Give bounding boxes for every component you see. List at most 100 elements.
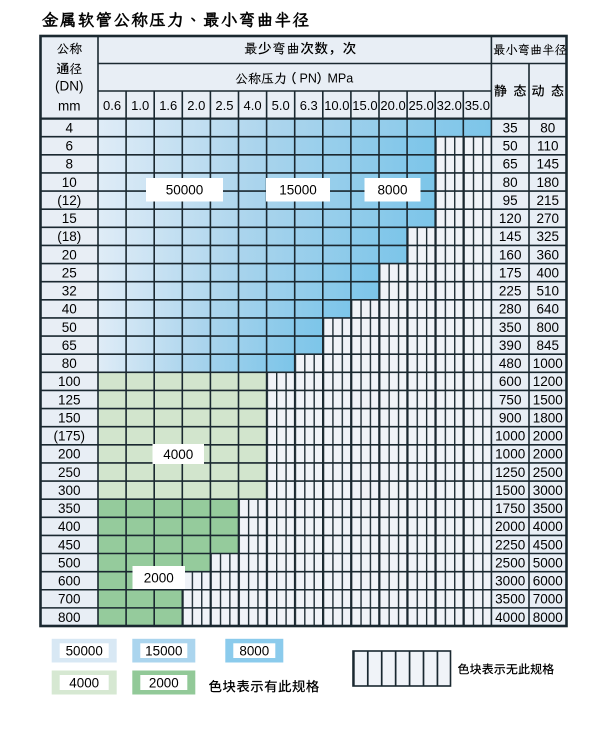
svg-text:20: 20 bbox=[62, 247, 77, 262]
svg-text:120: 120 bbox=[499, 211, 522, 226]
svg-text:1000: 1000 bbox=[533, 356, 563, 371]
svg-text:(DN): (DN) bbox=[55, 79, 84, 94]
svg-text:25.0: 25.0 bbox=[408, 98, 433, 113]
svg-text:180: 180 bbox=[536, 175, 559, 190]
svg-text:4500: 4500 bbox=[533, 537, 563, 552]
svg-text:1500: 1500 bbox=[495, 483, 525, 498]
svg-text:1.0: 1.0 bbox=[131, 98, 149, 113]
svg-text:2000: 2000 bbox=[495, 519, 525, 534]
svg-text:350: 350 bbox=[499, 320, 522, 335]
svg-text:15.0: 15.0 bbox=[352, 98, 377, 113]
svg-text:6: 6 bbox=[65, 139, 73, 154]
svg-text:900: 900 bbox=[499, 410, 522, 425]
svg-text:(12): (12) bbox=[57, 193, 81, 208]
svg-text:80: 80 bbox=[62, 356, 77, 371]
svg-text:110: 110 bbox=[537, 139, 559, 154]
svg-text:160: 160 bbox=[499, 247, 522, 262]
svg-text:8000: 8000 bbox=[377, 183, 407, 198]
svg-text:8000: 8000 bbox=[239, 643, 269, 658]
svg-text:215: 215 bbox=[536, 193, 559, 208]
svg-text:510: 510 bbox=[536, 284, 559, 299]
svg-text:0.6: 0.6 bbox=[103, 98, 121, 113]
svg-text:40: 40 bbox=[62, 302, 77, 317]
svg-text:4: 4 bbox=[65, 121, 73, 136]
svg-text:450: 450 bbox=[58, 537, 81, 552]
svg-text:15: 15 bbox=[62, 211, 77, 226]
svg-text:2.0: 2.0 bbox=[187, 98, 205, 113]
svg-text:20.0: 20.0 bbox=[380, 98, 405, 113]
svg-text:6000: 6000 bbox=[533, 574, 563, 589]
svg-text:1500: 1500 bbox=[533, 392, 563, 407]
svg-text:35: 35 bbox=[503, 121, 518, 136]
svg-text:80: 80 bbox=[540, 121, 555, 136]
svg-text:95: 95 bbox=[503, 193, 518, 208]
svg-text:360: 360 bbox=[536, 247, 559, 262]
svg-text:35.0: 35.0 bbox=[465, 98, 490, 113]
svg-text:3000: 3000 bbox=[533, 483, 563, 498]
svg-text:2000: 2000 bbox=[144, 570, 174, 585]
svg-text:145: 145 bbox=[536, 157, 559, 172]
svg-text:1.6: 1.6 bbox=[159, 98, 177, 113]
svg-text:2500: 2500 bbox=[533, 465, 563, 480]
svg-text:250: 250 bbox=[58, 465, 81, 480]
svg-text:390: 390 bbox=[499, 338, 522, 353]
svg-text:25: 25 bbox=[62, 265, 77, 280]
svg-text:5.0: 5.0 bbox=[272, 98, 290, 113]
svg-text:32.0: 32.0 bbox=[437, 98, 462, 113]
svg-text:3500: 3500 bbox=[495, 592, 525, 607]
svg-text:7000: 7000 bbox=[533, 592, 563, 607]
svg-text:4000: 4000 bbox=[533, 519, 563, 534]
svg-text:400: 400 bbox=[58, 519, 81, 534]
svg-text:270: 270 bbox=[536, 211, 559, 226]
svg-text:500: 500 bbox=[58, 555, 81, 570]
svg-text:6.3: 6.3 bbox=[300, 98, 318, 113]
svg-text:225: 225 bbox=[499, 284, 522, 299]
svg-text:2000: 2000 bbox=[533, 429, 563, 444]
svg-text:480: 480 bbox=[499, 356, 522, 371]
svg-text:600: 600 bbox=[499, 374, 522, 389]
svg-text:32: 32 bbox=[62, 284, 77, 299]
svg-text:8000: 8000 bbox=[533, 610, 563, 625]
svg-text:800: 800 bbox=[58, 610, 81, 625]
svg-text:10.0: 10.0 bbox=[324, 98, 349, 113]
svg-text:145: 145 bbox=[499, 229, 522, 244]
svg-text:750: 750 bbox=[499, 392, 522, 407]
svg-text:8: 8 bbox=[65, 157, 73, 172]
svg-text:MPa: MPa bbox=[328, 72, 354, 86]
svg-text:4.0: 4.0 bbox=[244, 98, 262, 113]
svg-text:150: 150 bbox=[58, 410, 81, 425]
svg-text:1750: 1750 bbox=[495, 501, 525, 516]
svg-text:100: 100 bbox=[58, 374, 81, 389]
svg-text:3000: 3000 bbox=[495, 574, 525, 589]
svg-text:350: 350 bbox=[58, 501, 81, 516]
svg-text:4000: 4000 bbox=[163, 447, 193, 462]
svg-text:640: 640 bbox=[536, 302, 559, 317]
svg-text:600: 600 bbox=[58, 574, 81, 589]
svg-text:15000: 15000 bbox=[145, 643, 182, 658]
svg-text:200: 200 bbox=[58, 447, 81, 462]
svg-text:(175): (175) bbox=[53, 429, 85, 444]
svg-text:2000: 2000 bbox=[533, 447, 563, 462]
svg-text:mm: mm bbox=[58, 99, 81, 114]
svg-text:1250: 1250 bbox=[495, 465, 525, 480]
svg-text:65: 65 bbox=[62, 338, 77, 353]
svg-text:15000: 15000 bbox=[279, 183, 317, 198]
svg-text:280: 280 bbox=[499, 302, 522, 317]
svg-text:2500: 2500 bbox=[495, 555, 525, 570]
svg-text:65: 65 bbox=[503, 157, 518, 172]
svg-text:2250: 2250 bbox=[495, 537, 525, 552]
svg-text:1800: 1800 bbox=[533, 410, 563, 425]
svg-text:4000: 4000 bbox=[495, 610, 525, 625]
svg-text:50: 50 bbox=[62, 320, 77, 335]
svg-text:845: 845 bbox=[536, 338, 559, 353]
svg-text:PN: PN bbox=[300, 72, 317, 86]
svg-text:300: 300 bbox=[58, 483, 81, 498]
svg-text:1000: 1000 bbox=[495, 447, 525, 462]
svg-text:10: 10 bbox=[62, 175, 77, 190]
svg-text:(18): (18) bbox=[57, 229, 81, 244]
svg-text:50000: 50000 bbox=[66, 643, 103, 658]
svg-text:5000: 5000 bbox=[533, 555, 563, 570]
svg-text:50: 50 bbox=[503, 139, 518, 154]
svg-text:4000: 4000 bbox=[69, 675, 99, 690]
svg-text:2000: 2000 bbox=[149, 675, 179, 690]
